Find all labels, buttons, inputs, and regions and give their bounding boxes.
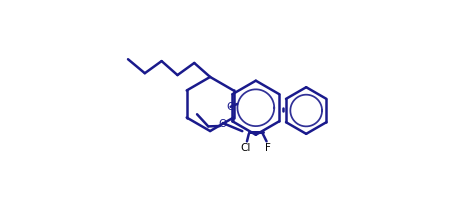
Text: O: O: [218, 119, 226, 129]
Text: F: F: [266, 143, 272, 153]
Text: Cl: Cl: [241, 143, 251, 153]
Text: C: C: [226, 102, 233, 112]
